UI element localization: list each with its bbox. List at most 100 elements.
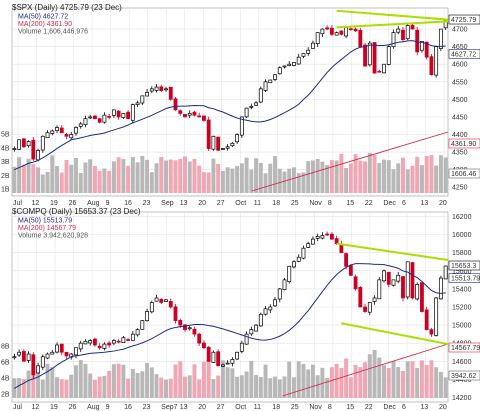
volume-tick-label: 4B	[1, 376, 10, 383]
volume-tick-label: 5B	[1, 132, 10, 139]
candle-body	[69, 134, 74, 139]
candle-body	[197, 115, 202, 118]
volume-bar	[40, 174, 45, 193]
candle-body	[178, 110, 183, 114]
volume-bar	[145, 362, 150, 398]
volume-bar	[173, 160, 178, 193]
volume-bar	[102, 168, 107, 193]
candle-body	[17, 351, 22, 356]
candle-body	[405, 261, 410, 298]
volume-tick-label: 2B	[1, 392, 10, 399]
y-tick-label: 4700	[452, 27, 468, 34]
candle-body	[36, 365, 40, 374]
candle-body	[50, 351, 55, 355]
candle-body	[353, 276, 358, 290]
volume-bar	[273, 376, 278, 398]
candle-body	[277, 288, 282, 300]
last-value-label: 15513.79	[451, 276, 480, 283]
y-tick-label: 4450	[452, 114, 468, 121]
volume-bar	[344, 358, 349, 398]
volume-bar	[329, 367, 334, 398]
x-tick-label: 26	[69, 404, 77, 411]
x-tick-label: 8	[328, 200, 332, 207]
volume-bar	[83, 162, 88, 193]
volume-bar	[254, 158, 259, 193]
volume-bar	[391, 360, 396, 398]
volume-bar	[50, 155, 55, 193]
candle-body	[154, 297, 159, 302]
candle-body	[325, 27, 330, 30]
candle-body	[187, 327, 192, 330]
candle-body	[282, 65, 287, 68]
candle-body	[126, 339, 131, 341]
candle-body	[145, 91, 149, 97]
volume-bar	[135, 162, 140, 193]
candle-body	[334, 32, 339, 36]
x-tick-label: 15	[346, 404, 354, 411]
candle-body	[254, 102, 258, 106]
volume-bar	[306, 161, 311, 193]
candle-body	[183, 113, 187, 118]
trendline-upper	[336, 242, 449, 261]
candle-body	[64, 351, 69, 357]
x-tick-label: Oct	[235, 404, 246, 411]
volume-bar	[154, 374, 159, 398]
candle-body	[410, 262, 415, 299]
volume-bar	[97, 376, 102, 398]
volume-bar	[273, 156, 278, 193]
candle-body	[17, 139, 22, 150]
volume-bar	[197, 379, 202, 398]
spx-title: $SPX (Daily) 4725.79 (23 Dec)	[12, 3, 122, 12]
candle-body	[130, 104, 135, 121]
x-tick-label: 18	[272, 404, 280, 411]
volume-bar	[419, 360, 424, 398]
candle-body	[348, 28, 353, 31]
candle-body	[429, 56, 434, 76]
candle-body	[230, 359, 235, 364]
candle-body	[424, 309, 429, 330]
candle-body	[135, 329, 140, 336]
candle-body	[121, 337, 126, 343]
volume-bar	[391, 169, 396, 193]
volume-bar	[419, 165, 424, 193]
volume-bar	[277, 168, 282, 193]
candle-body	[121, 113, 126, 118]
candle-body	[88, 116, 93, 119]
compq-legend-ma200: MA(200) 14567.79	[18, 225, 76, 232]
y-tick-label: 16000	[452, 232, 472, 239]
candle-body	[183, 324, 187, 330]
volume-bar	[192, 158, 197, 193]
candle-body	[111, 109, 116, 116]
candle-body	[263, 308, 268, 315]
x-tick-label: 8	[328, 404, 332, 411]
x-tick-label: 22	[365, 200, 373, 207]
volume-bar	[239, 375, 244, 398]
volume-tick-label: 1B	[1, 187, 10, 194]
candle-body	[168, 300, 173, 308]
volume-bar	[182, 156, 187, 193]
candle-body	[126, 111, 131, 120]
volume-bar	[367, 152, 372, 193]
x-tick-label: 27	[217, 200, 225, 207]
volume-bar	[249, 360, 254, 398]
volume-bar	[230, 168, 235, 193]
last-value-box	[448, 168, 480, 179]
candle-body	[173, 306, 178, 321]
volume-bar	[116, 363, 121, 398]
candle-body	[202, 115, 206, 121]
volume-bar	[149, 367, 154, 398]
candle-body	[277, 67, 282, 75]
y-tick-label: 15400	[452, 286, 472, 293]
candle-body	[45, 353, 50, 359]
volume-bar	[353, 364, 358, 398]
x-tick-label: 16	[124, 200, 132, 207]
x-tick-label: 6	[402, 404, 406, 411]
volume-bar	[225, 167, 230, 193]
candle-body	[21, 138, 26, 148]
candle-body	[429, 329, 434, 335]
volume-bar	[320, 367, 325, 398]
volume-bar	[434, 367, 439, 398]
volume-bar	[164, 379, 169, 398]
volume-bar	[211, 158, 216, 193]
x-tick-label: 19	[50, 200, 58, 207]
